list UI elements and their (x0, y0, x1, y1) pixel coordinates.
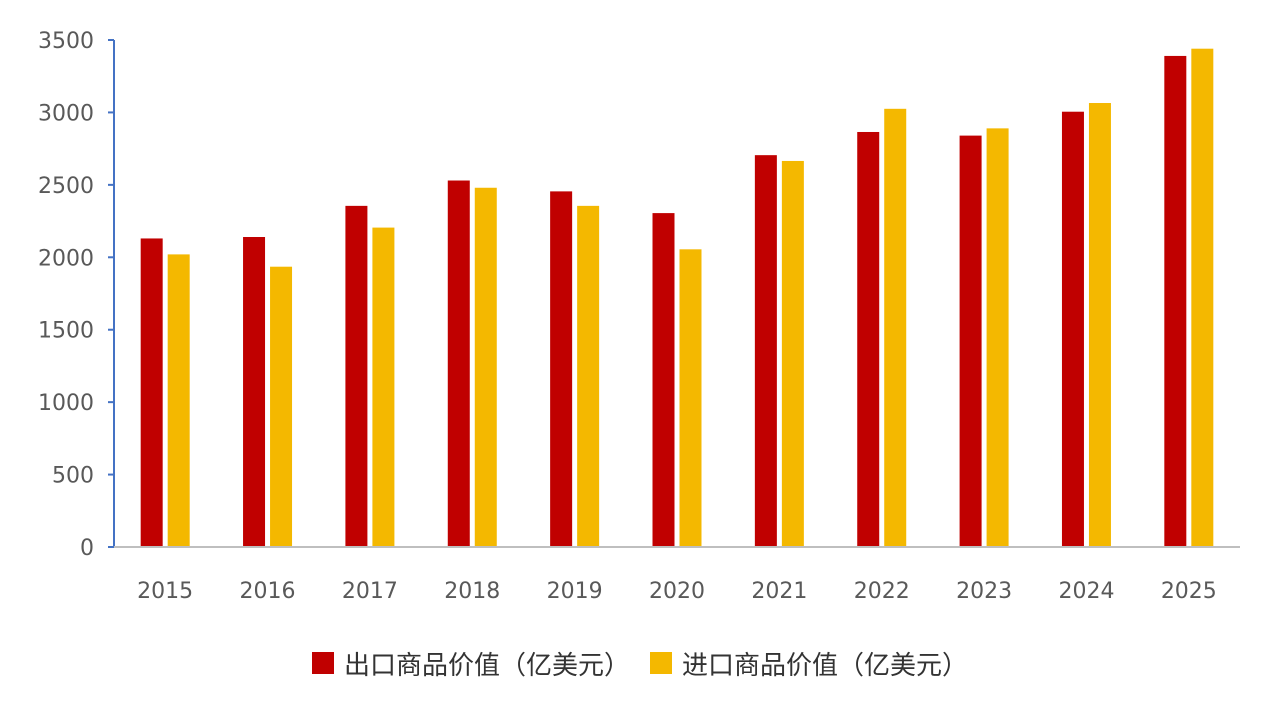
y-tick-label-0: 0 (80, 536, 94, 561)
bar-export-2023 (959, 135, 982, 547)
bar-export-2022 (857, 131, 880, 547)
bar-export-2019 (550, 191, 573, 547)
bar-import-2017 (372, 227, 395, 547)
x-axis-labels: 2015 2016 2017 2018 2019 2020 2021 2022 2023 2024… (137, 579, 1217, 604)
x-tick-label-2021: 2021 (751, 579, 807, 604)
bars-group (140, 48, 1214, 548)
bar-import-2015 (167, 254, 190, 548)
bar-export-2020 (652, 213, 675, 547)
x-tick-label-2020: 2020 (649, 579, 705, 604)
x-tick-label-2016: 2016 (240, 579, 296, 604)
bar-import-2019 (577, 205, 600, 547)
legend-swatch-import (650, 652, 672, 674)
bar-import-2016 (270, 266, 293, 547)
x-tick-label-2024: 2024 (1058, 579, 1114, 604)
x-tick-label-2017: 2017 (342, 579, 398, 604)
bar-export-2021 (754, 155, 777, 547)
legend-label-export: 出口商品价值（亿美元） (343, 650, 630, 681)
x-tick-label-2018: 2018 (444, 579, 500, 604)
x-tick-label-2022: 2022 (854, 579, 910, 604)
bar-export-2015 (140, 238, 163, 547)
legend: 出口商品价值（亿美元） 进口商品价值（亿美元） (0, 638, 1280, 688)
bar-import-2022 (884, 108, 907, 548)
y-tick-label-500: 500 (52, 464, 94, 489)
bar-export-2018 (447, 180, 470, 548)
x-tick-label-2025: 2025 (1161, 579, 1217, 604)
bar-import-2021 (781, 160, 804, 547)
bar-import-2025 (1191, 48, 1214, 547)
y-axis-ticks: 0 500 1000 1500 2000 2500 3000 3500 (38, 29, 114, 561)
y-tick-label-3000: 3000 (38, 101, 94, 126)
legend-entry-import: 进口商品价值（亿美元） (650, 645, 968, 682)
y-tick-label-2000: 2000 (38, 246, 94, 271)
bar-import-2024 (1088, 103, 1111, 548)
y-tick-label-3500: 3500 (38, 29, 94, 54)
legend-swatch-export (311, 652, 334, 674)
bar-export-2025 (1164, 55, 1187, 547)
x-tick-label-2019: 2019 (547, 579, 603, 604)
bar-export-2024 (1061, 111, 1084, 547)
legend-entry-export: 出口商品价值（亿美元） (311, 645, 630, 682)
bar-export-2017 (345, 205, 368, 547)
x-tick-label-2023: 2023 (956, 579, 1012, 604)
y-tick-label-2500: 2500 (38, 174, 94, 199)
bar-import-2020 (679, 249, 702, 547)
x-tick-label-2015: 2015 (137, 579, 193, 604)
legend-label-import: 进口商品价值（亿美元） (682, 650, 969, 681)
bar-export-2016 (243, 237, 266, 547)
bar-import-2023 (986, 128, 1009, 547)
bar-import-2018 (474, 187, 497, 548)
y-tick-label-1500: 1500 (38, 319, 94, 344)
y-tick-label-1000: 1000 (38, 391, 94, 416)
